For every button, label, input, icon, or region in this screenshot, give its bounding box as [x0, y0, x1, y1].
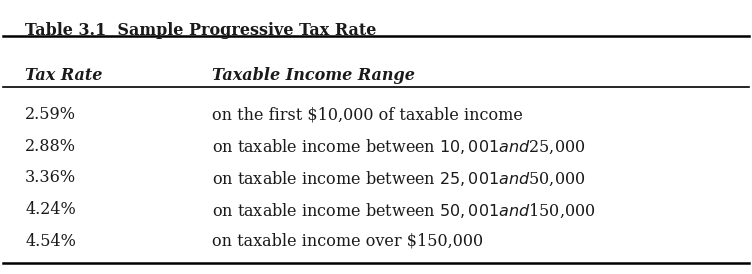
Text: on taxable income between $10,001 and $25,000: on taxable income between $10,001 and $2… — [212, 138, 585, 156]
Text: 3.36%: 3.36% — [25, 170, 76, 187]
Text: Table 3.1  Sample Progressive Tax Rate: Table 3.1 Sample Progressive Tax Rate — [25, 22, 377, 39]
Text: 2.88%: 2.88% — [25, 138, 76, 155]
Text: on taxable income between $25,001 and $50,000: on taxable income between $25,001 and $5… — [212, 170, 585, 188]
Text: 4.54%: 4.54% — [25, 233, 76, 250]
Text: on taxable income over $150,000: on taxable income over $150,000 — [212, 233, 483, 250]
Text: 4.24%: 4.24% — [25, 201, 76, 218]
Text: Taxable Income Range: Taxable Income Range — [212, 67, 414, 84]
Text: on the first $10,000 of taxable income: on the first $10,000 of taxable income — [212, 106, 523, 123]
Text: on taxable income between $50,001 and $150,000: on taxable income between $50,001 and $1… — [212, 201, 596, 219]
Text: 2.59%: 2.59% — [25, 106, 76, 123]
Text: Tax Rate: Tax Rate — [25, 67, 102, 84]
